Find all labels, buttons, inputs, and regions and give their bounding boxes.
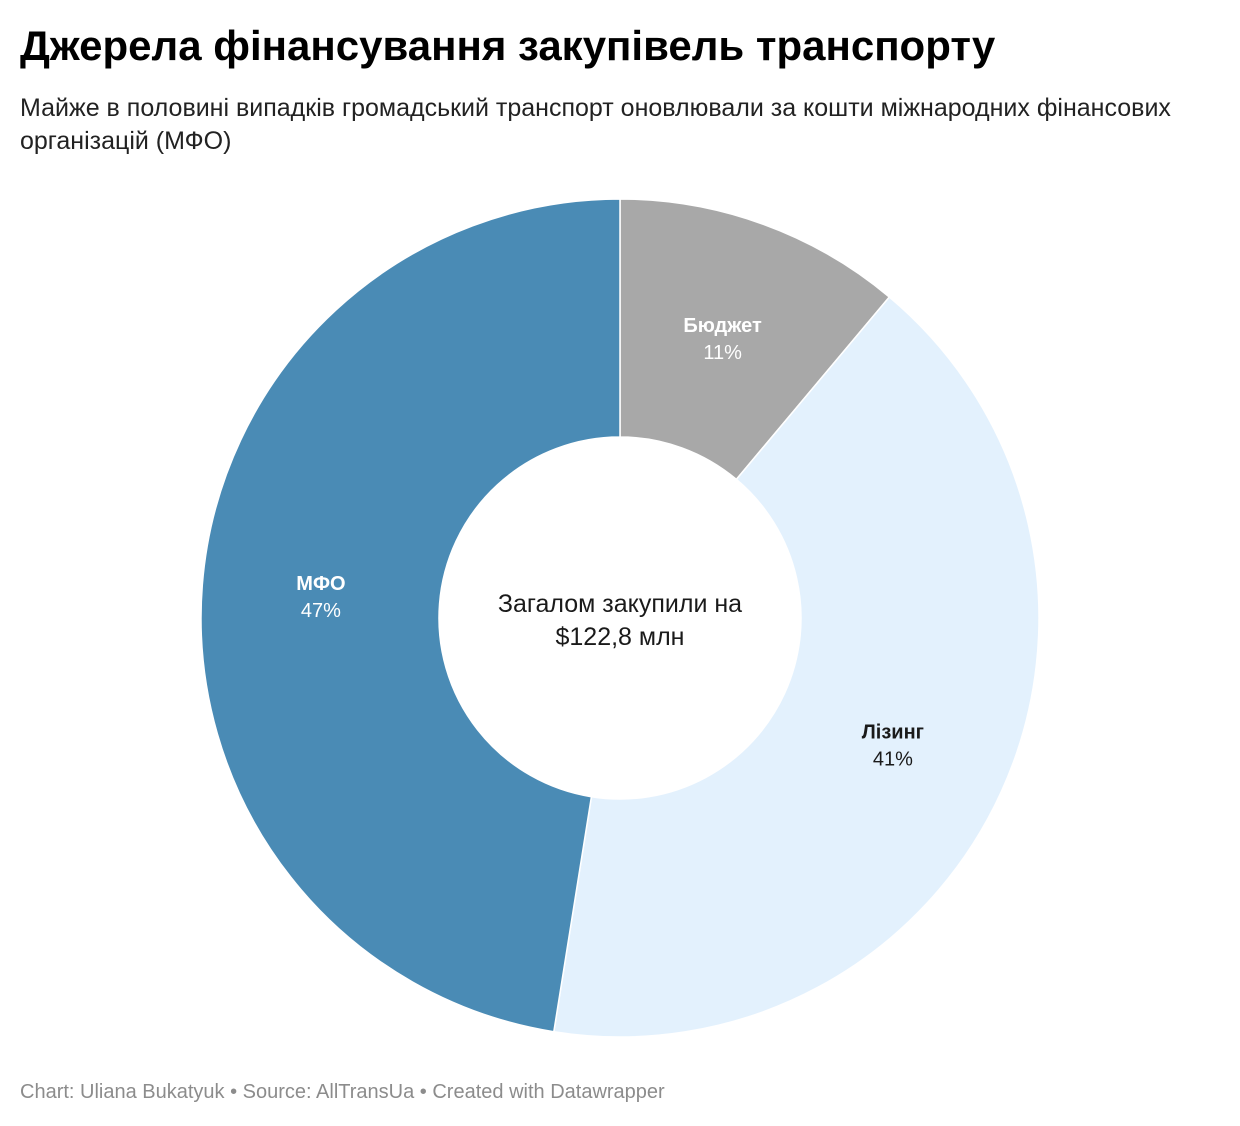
slice-label-value: 11% [703, 342, 742, 364]
slice-label-name: Лізинг [862, 722, 924, 744]
center-label-line-1: Загалом закупили на [498, 590, 742, 618]
slice-label-name: Бюджет [683, 315, 762, 337]
donut-chart: Бюджет 11% Лізинг 41% МФО 47% Загалом закупил… [200, 198, 1040, 1038]
chart-title: Джерела фінансування закупівель транспор… [20, 22, 996, 69]
donut-slice [552, 295, 1040, 1038]
chart-subtitle: Майже в половині випадків громадський тр… [20, 94, 1171, 155]
source-credit: Source: AllTransUa [242, 1081, 415, 1103]
donut-labels: Бюджет 11% Лізинг 41% МФО 47% [296, 315, 924, 771]
center-label-line-2: $122,8 млн [556, 623, 685, 651]
slice-label-value: 41% [873, 749, 913, 771]
donut-center: Загалом закупили на $122,8 млн [498, 590, 742, 651]
footer-separator: • [414, 1081, 433, 1103]
chart-footer: Chart: Uliana Bukatyuk • Source: AllTran… [20, 1079, 665, 1105]
donut-slices [200, 198, 1040, 1038]
slice-label-name: МФО [296, 573, 345, 595]
created-with-credit: Created with Datawrapper [432, 1081, 665, 1103]
chart-credit: Chart: Uliana Bukatyuk [20, 1081, 225, 1103]
footer-separator: • [224, 1081, 243, 1103]
slice-label-value: 47% [301, 600, 341, 622]
donut-slice [619, 198, 891, 481]
donut-slice [200, 198, 621, 1033]
